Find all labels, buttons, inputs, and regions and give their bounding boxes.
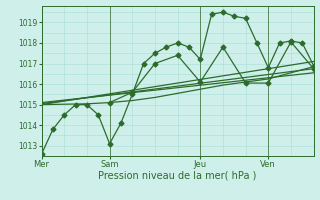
X-axis label: Pression niveau de la mer( hPa ): Pression niveau de la mer( hPa ) [99, 171, 257, 181]
